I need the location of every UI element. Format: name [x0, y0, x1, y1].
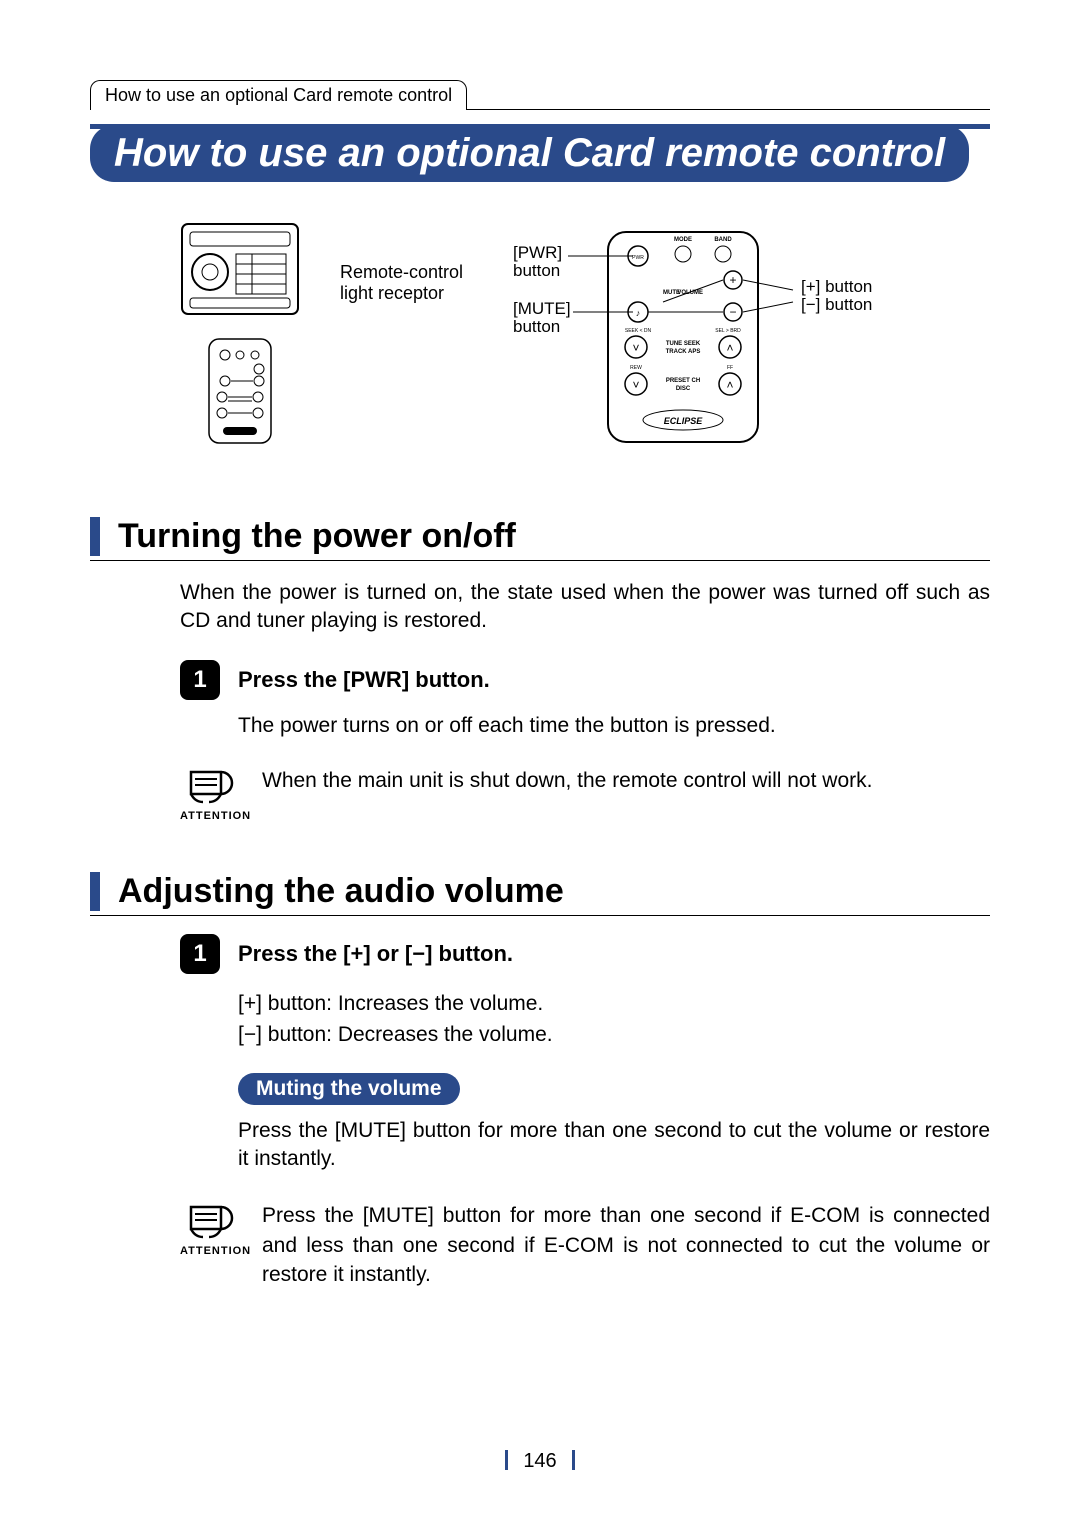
- section-title: Adjusting the audio volume: [118, 872, 564, 911]
- subsection-pill: Muting the volume: [238, 1073, 460, 1105]
- section-heading: Turning the power on/off: [90, 517, 990, 561]
- breadcrumb-tab: How to use an optional Card remote contr…: [90, 80, 467, 110]
- remote-callout-diagram: [PWR] button [MUTE] button PWR MODE BAND: [503, 222, 903, 467]
- attention-block: ATTENTION Press the [MUTE] button for mo…: [180, 1201, 990, 1289]
- receptor-label-line2: light receptor: [340, 283, 463, 304]
- page-title: How to use an optional Card remote contr…: [114, 131, 945, 175]
- receptor-label-line1: Remote-control: [340, 262, 463, 283]
- svg-text:SEL > BRD: SEL > BRD: [715, 328, 741, 334]
- svg-text:TUNE SEEK: TUNE SEEK: [666, 341, 701, 347]
- svg-text:PWR: PWR: [632, 255, 644, 261]
- step-row: 1 Press the [+] or [−] button.: [180, 934, 990, 974]
- section-volume: Adjusting the audio volume 1 Press the […: [90, 872, 990, 1290]
- mute-paragraph: Press the [MUTE] button for more than on…: [238, 1117, 990, 1174]
- breadcrumb-label: How to use an optional Card remote contr…: [105, 85, 452, 105]
- mute-callout-line1: [MUTE]: [513, 299, 571, 318]
- page-num-bar-left: [505, 1450, 508, 1470]
- svg-text:SEEK < DN: SEEK < DN: [625, 328, 652, 334]
- svg-text:˅: ˅: [633, 341, 640, 355]
- button-definitions: [+] button: Increases the volume. [−] bu…: [238, 988, 990, 1051]
- step-instruction: Press the [+] or [−] button.: [238, 941, 513, 967]
- step-description: The power turns on or off each time the …: [238, 714, 990, 738]
- plus-definition: [+] button: Increases the volume.: [238, 988, 990, 1020]
- section-accent-bar: [90, 517, 100, 556]
- head-unit-illustration: [180, 222, 300, 317]
- attention-text: Press the [MUTE] button for more than on…: [262, 1201, 990, 1289]
- section-title: Turning the power on/off: [118, 517, 516, 556]
- attention-label: ATTENTION: [180, 1245, 240, 1257]
- step-number-badge: 1: [180, 660, 220, 700]
- svg-text:+: +: [730, 273, 737, 287]
- attention-icon: ATTENTION: [180, 766, 240, 822]
- attention-icon: ATTENTION: [180, 1201, 240, 1257]
- section-intro: When the power is turned on, the state u…: [180, 579, 990, 636]
- page-number-row: 146: [0, 1450, 1080, 1473]
- svg-text:ECLIPSE: ECLIPSE: [664, 416, 704, 426]
- attention-block: ATTENTION When the main unit is shut dow…: [180, 766, 990, 822]
- svg-text:DISC: DISC: [676, 386, 691, 392]
- page-number: 146: [513, 1450, 566, 1472]
- svg-text:♪: ♪: [636, 308, 641, 318]
- section-accent-bar: [90, 872, 100, 911]
- svg-text:˅: ˅: [633, 378, 640, 392]
- pwr-callout-line1: [PWR]: [513, 243, 562, 262]
- remote-small-illustration: [205, 337, 275, 447]
- head-unit-column: [180, 222, 300, 447]
- svg-text:FF: FF: [727, 365, 733, 371]
- pwr-callout-line2: button: [513, 261, 560, 280]
- section-heading: Adjusting the audio volume: [90, 872, 990, 916]
- step-instruction: Press the [PWR] button.: [238, 667, 490, 693]
- svg-text:˄: ˄: [727, 341, 734, 355]
- svg-text:PRESET CH: PRESET CH: [666, 378, 700, 384]
- section-power: Turning the power on/off When the power …: [90, 517, 990, 822]
- step-row: 1 Press the [PWR] button.: [180, 660, 990, 700]
- receptor-label-block: Remote-control light receptor: [340, 222, 463, 304]
- svg-text:MODE: MODE: [674, 237, 692, 243]
- svg-text:TRACK APS: TRACK APS: [666, 349, 701, 355]
- step-number-badge: 1: [180, 934, 220, 974]
- subsection-title: Muting the volume: [256, 1077, 442, 1100]
- svg-text:REW: REW: [630, 365, 642, 371]
- minus-definition: [−] button: Decreases the volume.: [238, 1019, 990, 1051]
- diagram-row: Remote-control light receptor [PWR] butt…: [180, 222, 990, 467]
- minus-callout: [−] button: [801, 295, 872, 314]
- header-tab-row: How to use an optional Card remote contr…: [90, 80, 990, 110]
- svg-text:BAND: BAND: [714, 237, 732, 243]
- attention-text: When the main unit is shut down, the rem…: [262, 766, 990, 795]
- mute-callout-line2: button: [513, 317, 560, 336]
- svg-text:˄: ˄: [727, 378, 734, 392]
- plus-callout: [+] button: [801, 277, 872, 296]
- page-num-bar-right: [572, 1450, 575, 1470]
- page-title-pill: How to use an optional Card remote contr…: [90, 125, 969, 182]
- svg-text:−: −: [730, 305, 737, 319]
- attention-label: ATTENTION: [180, 810, 240, 822]
